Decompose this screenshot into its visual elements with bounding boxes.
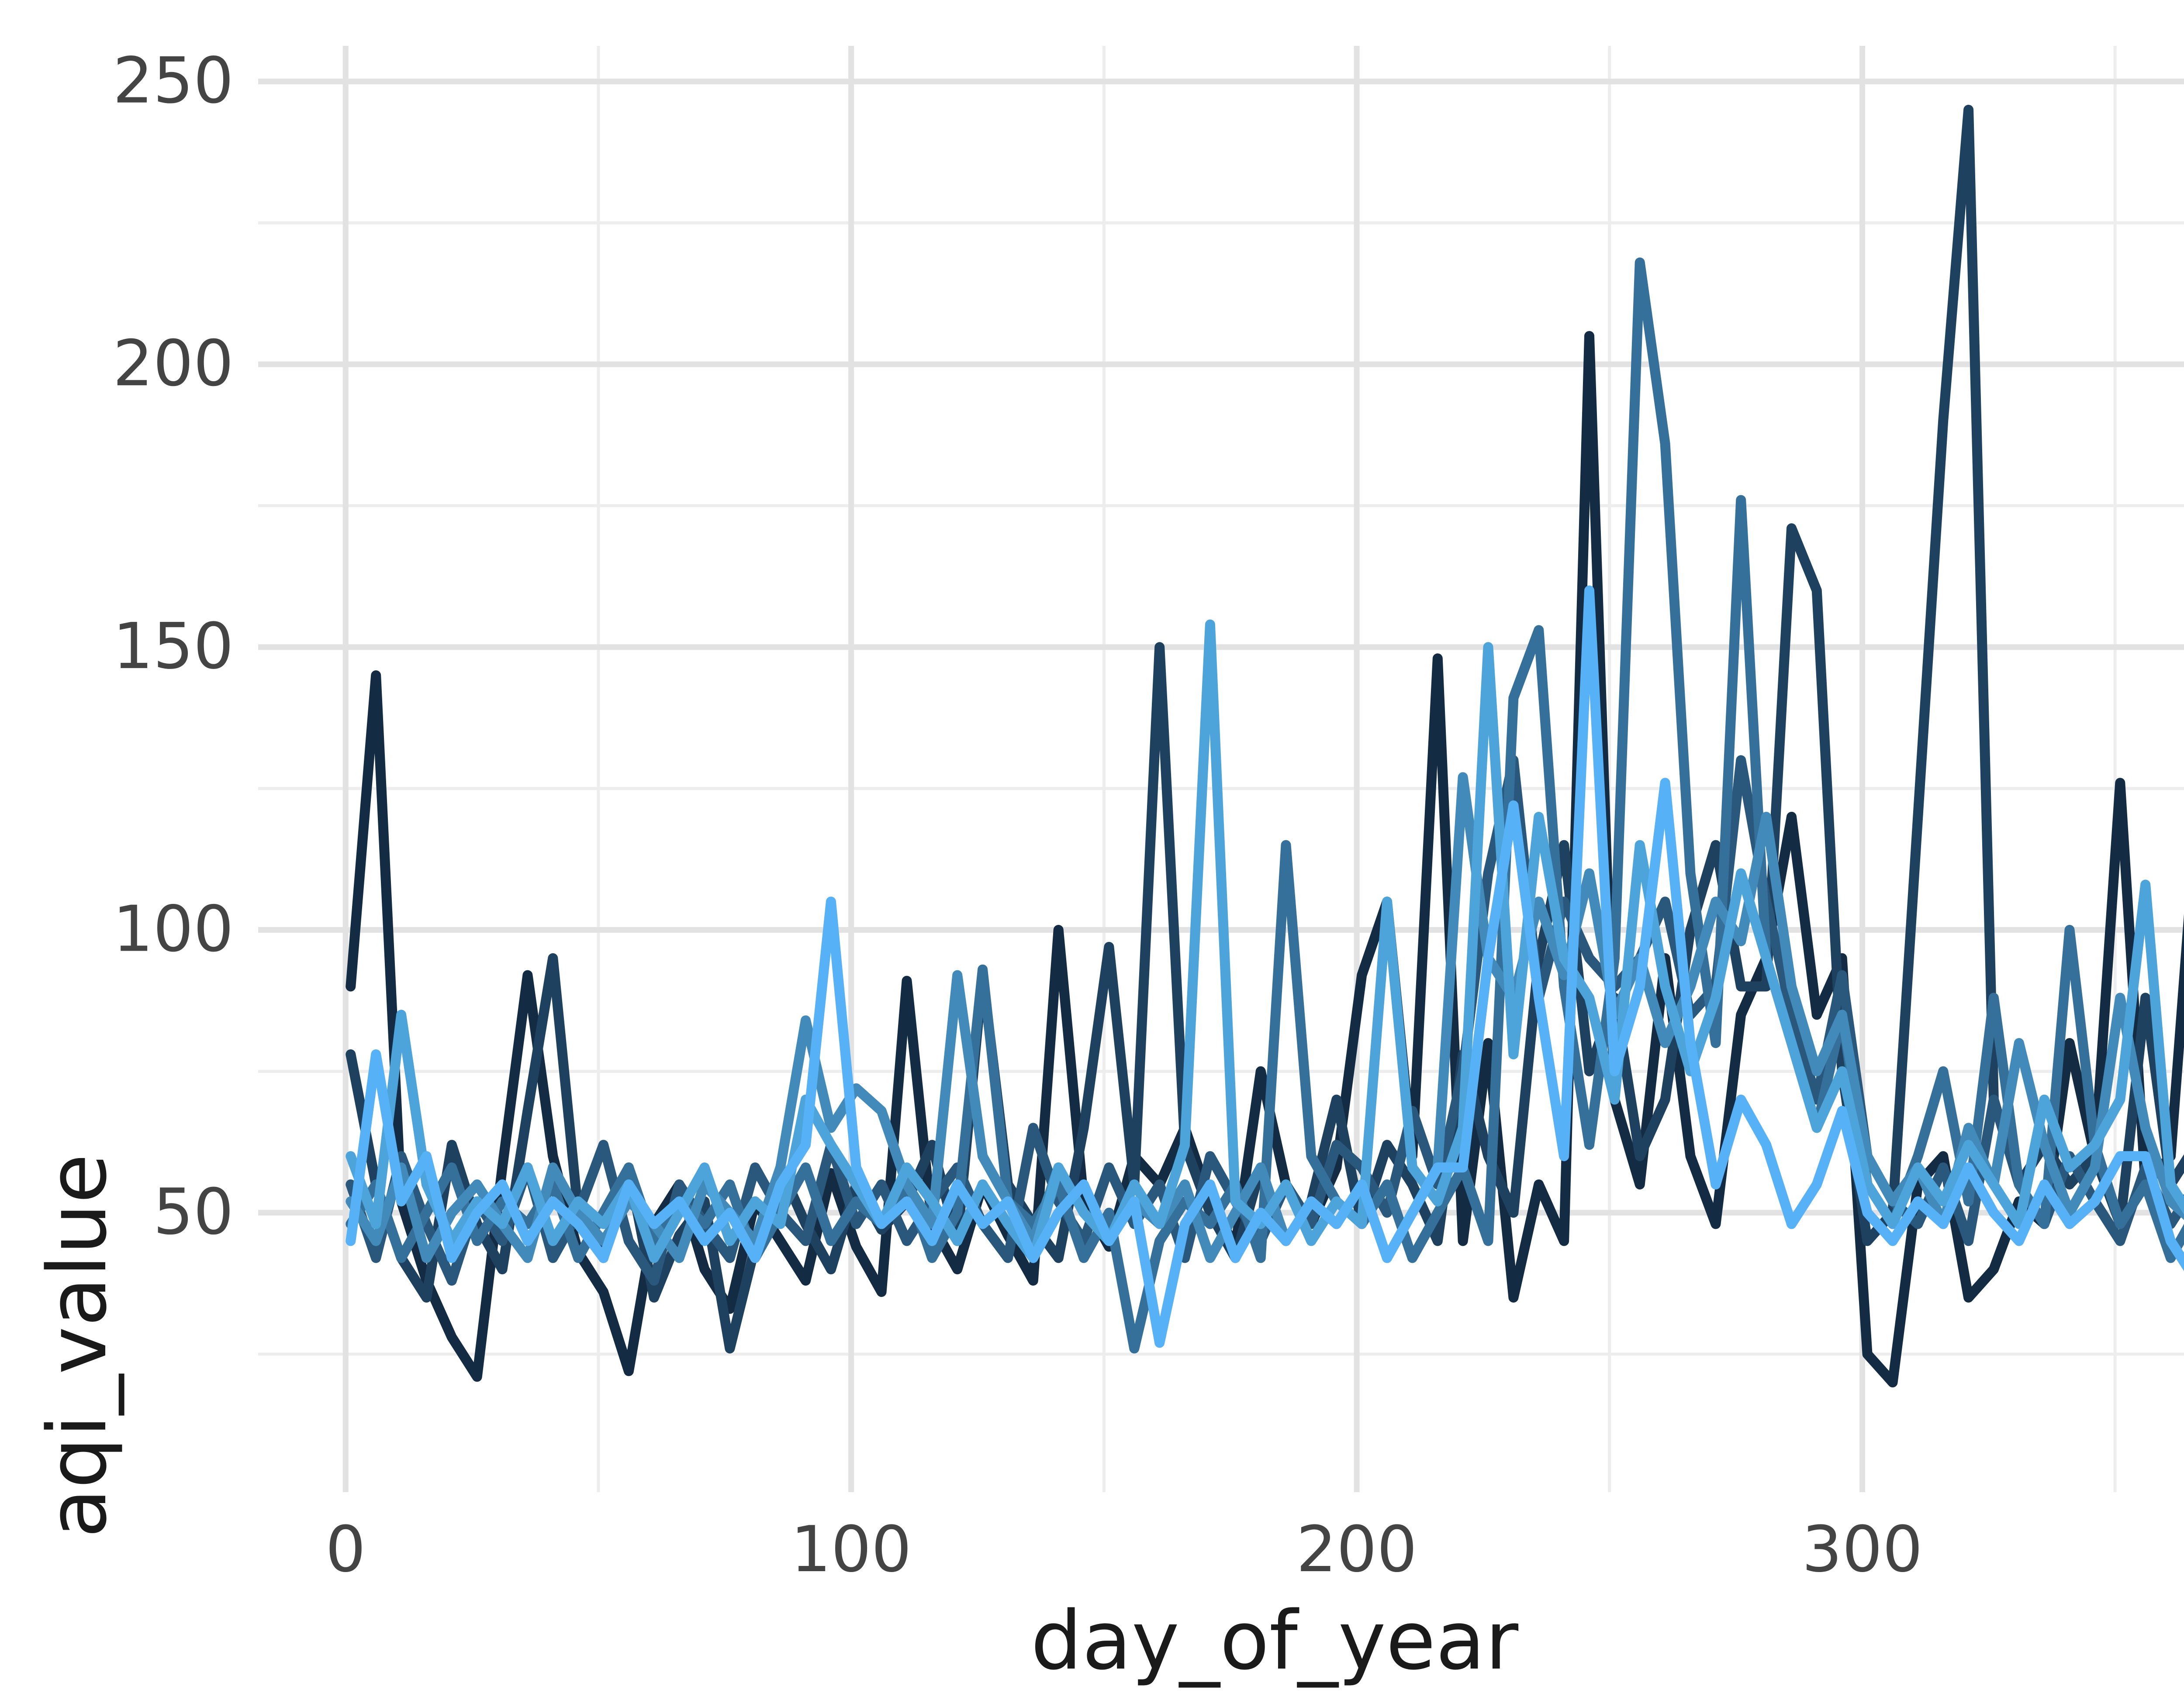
x-axis-tick-label: 200 bbox=[1296, 1513, 1417, 1586]
y-axis-title: aqi_value bbox=[30, 1153, 124, 1538]
series-line-2022 bbox=[346, 585, 2184, 1348]
x-axis-title: day_of_year bbox=[1030, 1593, 1519, 1688]
series-line-2021 bbox=[346, 619, 2184, 1263]
y-axis-tick-label: 200 bbox=[113, 327, 234, 400]
y-axis-tick-label: 50 bbox=[153, 1175, 234, 1249]
y-axis-tick-label: 150 bbox=[113, 610, 234, 683]
x-axis-tick-label: 300 bbox=[1802, 1513, 1923, 1586]
x-axis-tick-label: 100 bbox=[791, 1513, 912, 1586]
x-axis-tick-label: 0 bbox=[325, 1513, 366, 1586]
y-axis-tick-label: 250 bbox=[113, 44, 234, 118]
y-axis-tick-label: 100 bbox=[113, 893, 234, 966]
